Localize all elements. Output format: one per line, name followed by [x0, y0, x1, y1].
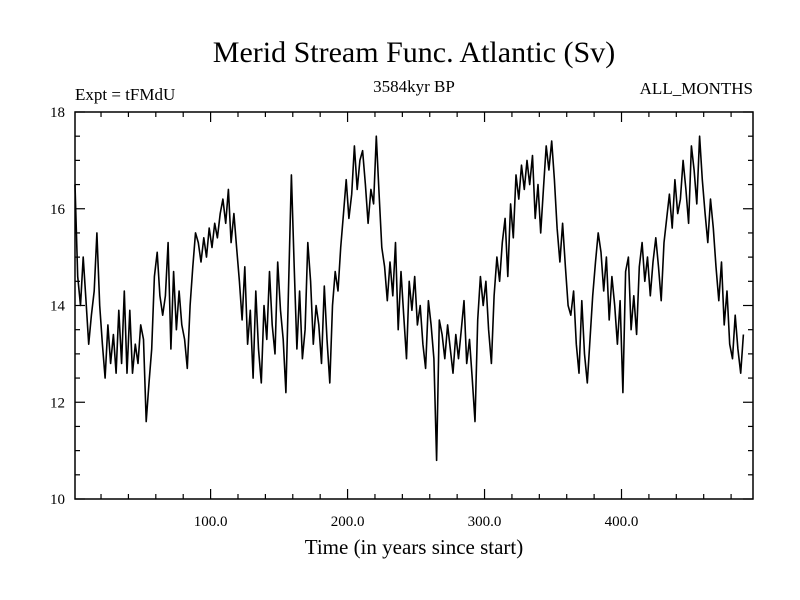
x-tick-label: 100.0 [194, 514, 228, 530]
x-tick-label: 300.0 [468, 514, 502, 530]
y-tick-label: 14 [50, 299, 66, 315]
x-tick-label: 200.0 [331, 514, 365, 530]
chart-title: Merid Stream Func. Atlantic (Sv) [213, 36, 615, 69]
period-label: 3584kyr BP [373, 77, 455, 96]
series-line [74, 135, 745, 462]
months-label: ALL_MONTHS [640, 79, 753, 98]
y-tick-label: 16 [50, 202, 66, 218]
x-tick-label: 400.0 [605, 514, 639, 530]
axis-ticks [75, 111, 753, 500]
x-axis-label: Time (in years since start) [305, 535, 524, 559]
experiment-label: Expt = tFMdU [75, 85, 175, 104]
y-tick-label: 12 [50, 395, 65, 411]
y-tick-label: 18 [50, 105, 65, 121]
y-tick-label: 10 [50, 492, 65, 508]
axis-tick-labels: 100.0 200.0 300.0 400.0 10 12 14 16 18 [50, 105, 638, 530]
plot-frame [74, 111, 754, 500]
